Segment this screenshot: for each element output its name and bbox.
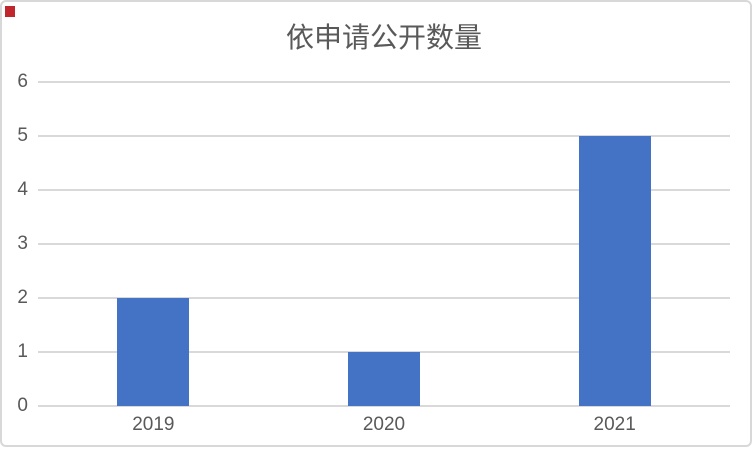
bar-2021 [578,136,651,406]
y-tick-label: 4 [17,179,28,200]
gridline [38,189,730,191]
y-axis: 0 1 2 3 4 5 6 [0,72,28,416]
gridline [38,243,730,245]
y-tick-label: 2 [17,287,28,308]
y-tick-label: 6 [17,71,28,92]
bar-2019 [117,298,190,406]
gridline [38,81,730,83]
x-tick-label: 2020 [362,414,406,435]
y-tick-label: 1 [17,341,28,362]
y-tick-label: 3 [17,233,28,254]
bar-2020 [348,352,420,406]
chart-title: 依申请公开数量 [285,22,482,53]
x-tick-label: 2021 [593,414,636,435]
gridline [38,405,730,407]
gridline [38,135,730,137]
red-square-marker [5,6,15,17]
x-tick-label: 2019 [132,414,175,435]
y-tick-label: 0 [17,395,28,416]
y-tick-label: 5 [17,125,28,146]
gridline [38,297,730,299]
plot-area: 2019 2020 2021 [38,81,730,435]
